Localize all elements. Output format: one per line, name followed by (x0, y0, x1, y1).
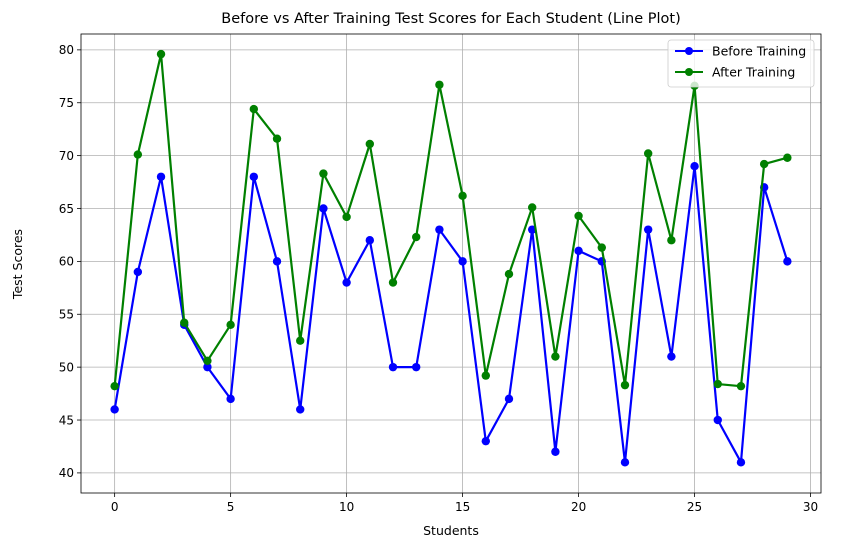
data-point-after (643, 149, 653, 158)
series-line-before (113, 165, 789, 464)
data-point-after (713, 379, 722, 389)
legend-marker-before (685, 47, 693, 55)
data-point-before (713, 415, 722, 425)
data-point-after (133, 150, 143, 159)
data-point-before (643, 225, 653, 234)
data-point-before (365, 236, 375, 245)
data-point-before (783, 257, 792, 266)
data-point-before (504, 394, 514, 404)
data-point-after (156, 49, 166, 59)
y-tick-label: 75 (59, 96, 74, 110)
y-tick-label: 65 (59, 202, 74, 216)
data-point-before (551, 447, 560, 456)
data-point-after (527, 203, 537, 212)
data-point-before (156, 172, 166, 181)
legend: Before Training After Training (667, 39, 815, 88)
legend-label-before: Before Training (712, 44, 806, 59)
data-point-after (759, 159, 769, 169)
data-point-before (620, 458, 630, 467)
y-tick-label: 55 (59, 308, 74, 322)
data-point-after (226, 320, 235, 330)
x-tick-label: 0 (111, 500, 119, 514)
data-point-after (342, 212, 351, 222)
legend-label-after: After Training (712, 65, 795, 80)
data-point-after (435, 80, 444, 89)
data-point-before (574, 246, 583, 256)
x-tick-label: 25 (687, 500, 702, 514)
data-point-before (667, 352, 676, 361)
x-tick-label: 15 (455, 500, 470, 514)
data-point-before (110, 405, 119, 414)
data-point-after (504, 269, 514, 279)
y-tick-label: 45 (59, 413, 74, 427)
x-tick-label: 10 (339, 500, 354, 514)
data-point-before (342, 278, 351, 287)
x-axis-ticks: 0 5 10 15 20 25 30 (111, 493, 818, 514)
y-axis-ticks: 40 45 50 55 60 65 70 75 80 (59, 43, 81, 480)
data-point-after (481, 371, 490, 380)
data-point-after (412, 232, 421, 242)
data-point-before (690, 162, 699, 171)
data-point-after (574, 211, 583, 221)
y-tick-label: 40 (59, 466, 74, 480)
data-point-after (296, 336, 305, 345)
series-before (110, 162, 792, 467)
series-layer (110, 49, 792, 467)
x-tick-label: 30 (803, 500, 818, 514)
series-after (110, 49, 792, 391)
data-point-after (272, 134, 282, 143)
data-point-after (620, 380, 630, 390)
data-point-before (133, 267, 143, 277)
x-axis-label: Students (423, 523, 479, 538)
plot-area-frame (80, 33, 822, 494)
data-point-before (272, 257, 282, 266)
x-tick-label: 20 (571, 500, 586, 514)
data-point-after (110, 381, 119, 391)
data-point-before (296, 405, 305, 414)
data-point-after (783, 153, 792, 162)
grid (81, 34, 821, 493)
data-point-after (319, 169, 328, 178)
data-point-before (412, 362, 421, 372)
data-point-after (249, 104, 259, 114)
data-point-before (458, 257, 467, 266)
data-point-after (388, 278, 398, 287)
data-point-after (365, 139, 375, 149)
y-tick-label: 80 (59, 43, 74, 57)
data-point-after (667, 236, 676, 245)
y-tick-label: 60 (59, 255, 74, 269)
legend-marker-after (685, 68, 693, 76)
x-tick-label: 5 (227, 500, 235, 514)
legend-box (667, 39, 815, 88)
y-axis-label: Test Scores (10, 229, 25, 300)
data-point-after (551, 352, 560, 361)
data-point-before (319, 204, 328, 213)
data-point-after (203, 356, 212, 365)
data-point-after (597, 243, 606, 252)
data-point-before (388, 362, 398, 372)
data-point-before (435, 225, 444, 234)
data-point-before (249, 172, 259, 181)
data-point-before (203, 362, 212, 372)
data-point-after (736, 381, 746, 391)
data-point-after (180, 318, 189, 327)
y-tick-label: 70 (59, 149, 74, 163)
series-line-after (113, 52, 788, 388)
data-point-after (458, 191, 467, 201)
data-point-before (226, 394, 235, 404)
data-point-before (736, 458, 746, 467)
chart-title: Before vs After Training Test Scores for… (221, 11, 680, 27)
y-tick-label: 50 (59, 360, 74, 374)
data-point-before (481, 436, 490, 446)
